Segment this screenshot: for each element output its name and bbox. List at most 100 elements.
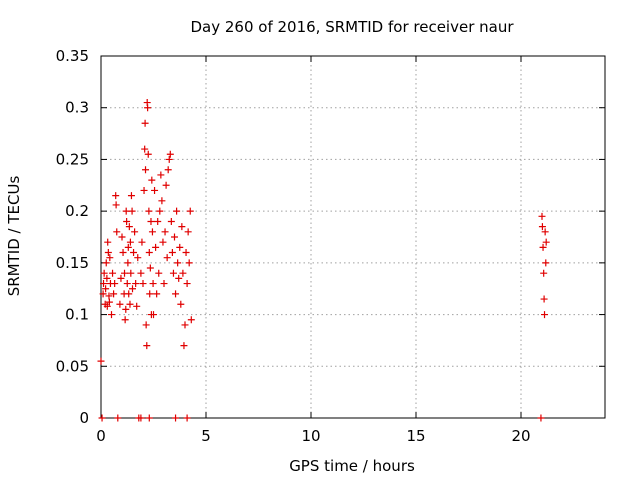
data-point [123, 280, 131, 288]
data-point [100, 269, 108, 277]
data-point [100, 280, 108, 288]
gridlines [101, 56, 605, 418]
data-point [124, 243, 132, 251]
data-point [133, 302, 141, 310]
data-point [103, 274, 111, 282]
data-point [145, 207, 153, 215]
data-point [102, 259, 110, 267]
data-point [155, 269, 163, 277]
data-point [150, 311, 157, 319]
data-point [178, 223, 186, 231]
data-point [134, 254, 142, 262]
data-point [144, 104, 152, 112]
y-tick-label: 0.35 [56, 47, 89, 65]
data-point [128, 207, 136, 215]
data-point [176, 243, 184, 251]
y-tick-label: 0.2 [65, 202, 89, 220]
data-point [146, 290, 154, 298]
data-point [121, 316, 129, 324]
data-point [175, 274, 183, 282]
data-point [123, 217, 131, 225]
x-tick-label: 0 [96, 427, 106, 445]
data-point [152, 243, 160, 251]
data-point [174, 259, 182, 267]
data-point [125, 223, 133, 231]
data-point [154, 217, 162, 225]
data-point [542, 259, 550, 267]
data-point [129, 285, 136, 293]
data-point [160, 280, 168, 288]
data-point [538, 212, 546, 220]
data-point [116, 300, 124, 308]
data-point [179, 269, 187, 277]
plot-border [100, 55, 606, 419]
data-point [147, 217, 155, 225]
data-point [137, 269, 145, 277]
x-tick-label: 10 [301, 427, 320, 445]
data-point [149, 280, 157, 288]
data-point [109, 269, 117, 277]
data-point [540, 295, 548, 303]
data-point [141, 119, 149, 127]
data-point [168, 249, 176, 257]
x-tick-label: 20 [511, 427, 530, 445]
data-point [161, 228, 169, 236]
data-point [183, 280, 191, 288]
x-tick-label: 5 [201, 427, 211, 445]
data-point [181, 321, 189, 329]
data-point [130, 249, 138, 257]
data-point [171, 233, 178, 241]
data-point [108, 311, 115, 319]
data-point [106, 254, 114, 262]
data-point [182, 249, 190, 257]
chart-title: Day 260 of 2016, SRMTID for receiver nau… [190, 18, 514, 36]
data-point [112, 201, 120, 209]
plot-frame [100, 55, 606, 419]
data-point [164, 166, 172, 174]
data-point [153, 290, 161, 298]
data-point [139, 280, 147, 288]
data-point [541, 311, 549, 319]
data-point [144, 150, 152, 158]
data-point [159, 238, 167, 246]
data-point [169, 269, 177, 277]
data-point [110, 290, 118, 298]
data-point [122, 305, 130, 313]
data-points [97, 99, 550, 422]
data-point [103, 302, 111, 310]
data-point [158, 197, 166, 205]
data-point [119, 249, 127, 257]
data-point [114, 414, 122, 422]
data-point [142, 321, 150, 329]
data-point [156, 207, 164, 215]
data-point [537, 414, 545, 422]
data-point [105, 298, 113, 306]
data-point [117, 274, 125, 282]
data-point [145, 414, 153, 422]
data-point [173, 207, 181, 215]
data-point [187, 316, 195, 324]
data-point [141, 145, 149, 153]
data-point [163, 254, 171, 262]
y-tick-label: 0.3 [65, 99, 89, 117]
x-tick-label: 15 [406, 427, 425, 445]
data-point [112, 192, 120, 200]
data-point [542, 238, 550, 246]
data-point [105, 292, 113, 300]
data-point [142, 166, 150, 174]
data-point [104, 249, 112, 257]
data-point [541, 228, 549, 236]
y-tick-label: 0.15 [56, 254, 89, 272]
data-point [102, 285, 110, 293]
data-point [172, 290, 180, 298]
data-point [143, 342, 151, 350]
data-point [121, 269, 129, 277]
data-point [146, 264, 154, 272]
data-point [104, 238, 112, 246]
data-point [180, 342, 188, 350]
data-point [184, 228, 192, 236]
data-point [162, 181, 170, 189]
data-point [145, 249, 153, 257]
data-point [140, 186, 148, 194]
